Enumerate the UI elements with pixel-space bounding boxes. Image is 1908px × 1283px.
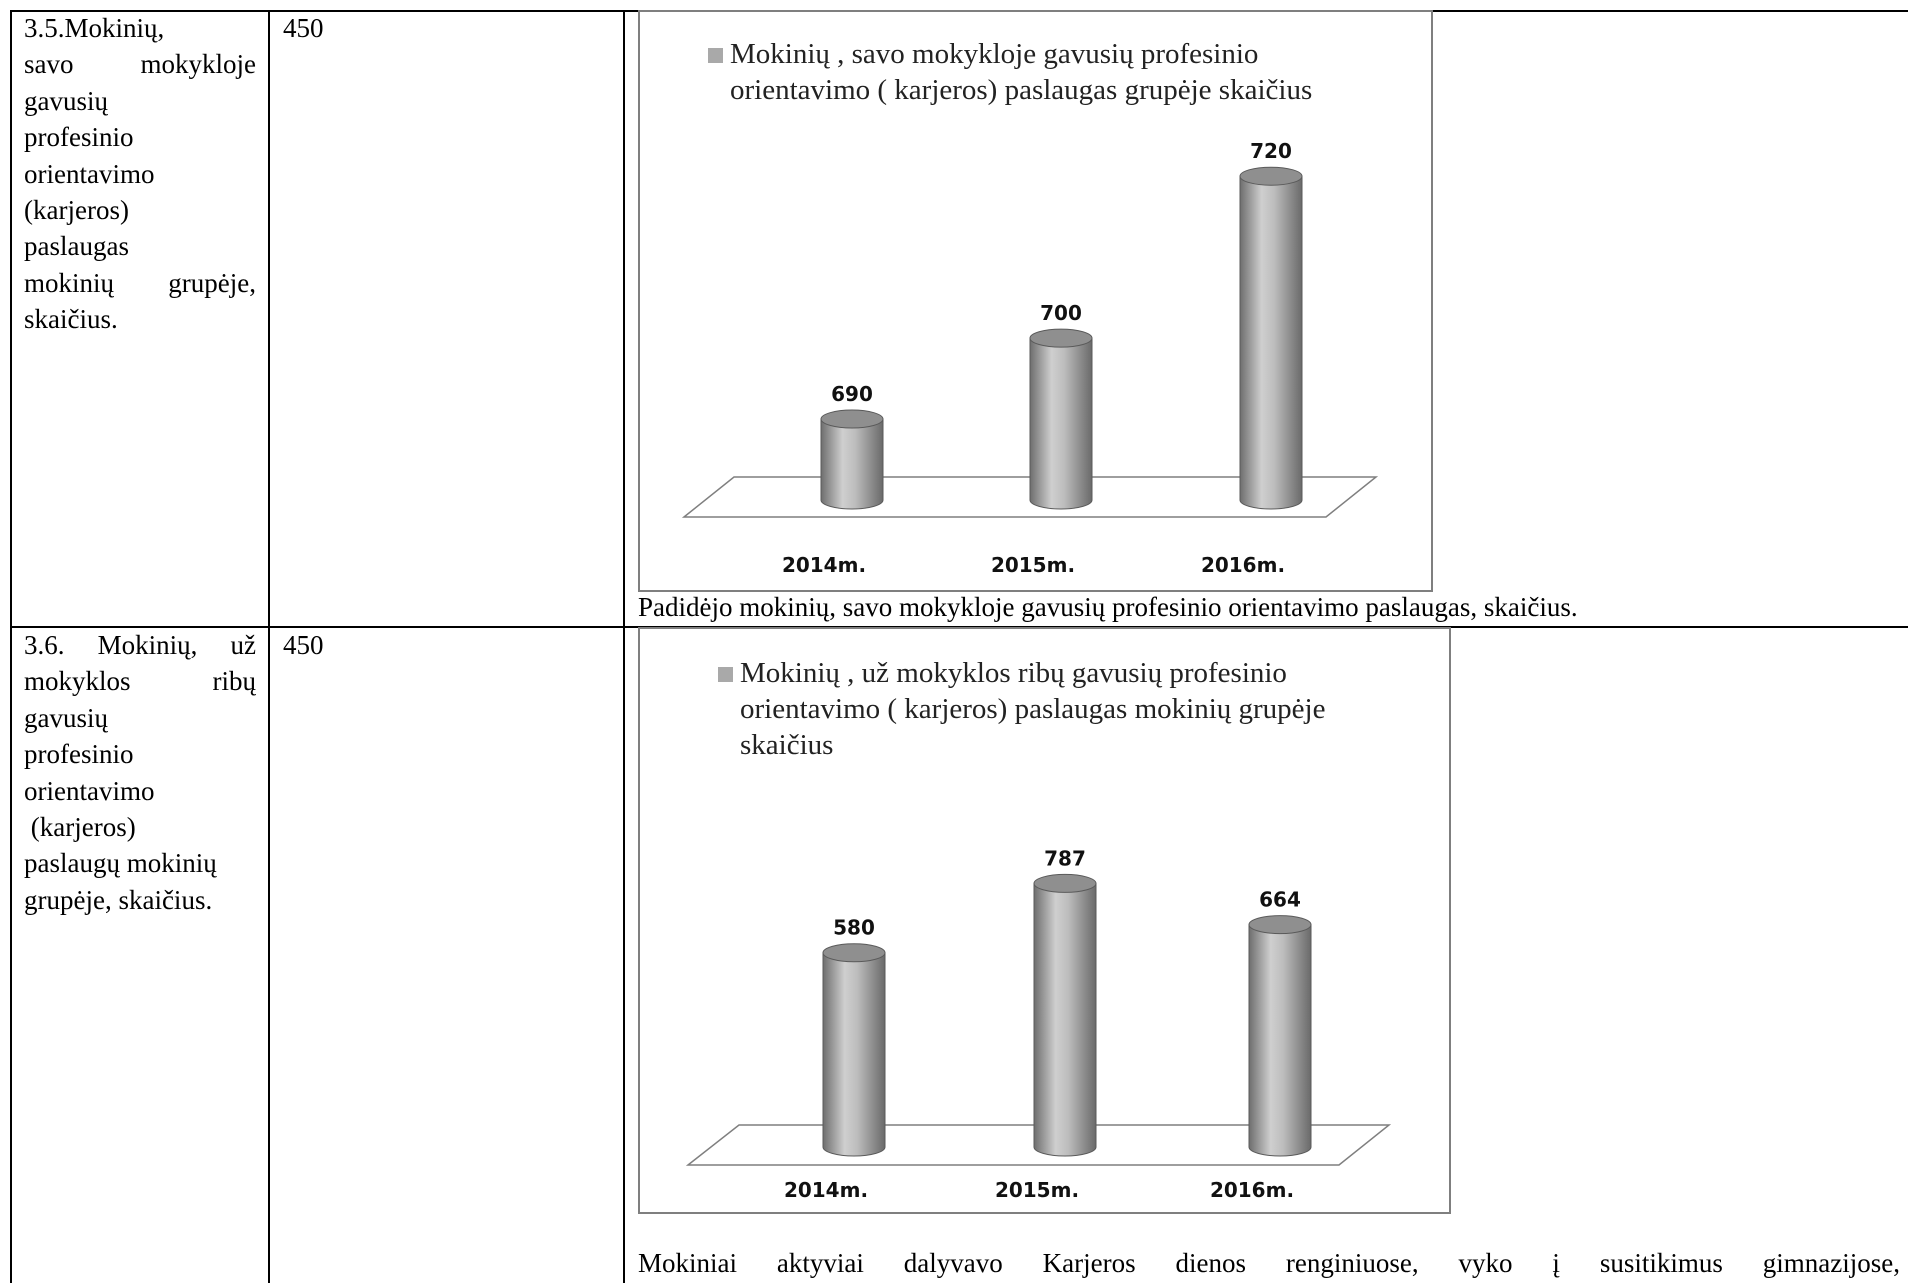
data-label: 580 (833, 916, 875, 940)
indicator-word: savo (24, 49, 74, 80)
caption-word: dienos (1175, 1248, 1247, 1278)
target-value: 450 (283, 13, 324, 43)
chart-floor (685, 1124, 1392, 1166)
indicator-word: už (230, 630, 256, 660)
indicator-word: 3.6. (24, 630, 65, 660)
indicator-line: (karjeros) (24, 195, 129, 226)
table-border-left (10, 10, 12, 1283)
bar-2016m. (1239, 175, 1303, 510)
bar-2016m. (1248, 924, 1312, 1157)
indicator-line: paslaugas (24, 231, 129, 262)
indicator-word: ribų (212, 666, 257, 697)
bar-top (820, 409, 884, 429)
data-label: 690 (831, 382, 873, 406)
chart-legend: Mokinių , savo mokykloje gavusių profesi… (708, 36, 1312, 108)
indicator-word: grupėje, (168, 267, 256, 298)
table-col-divider-1 (268, 10, 270, 1283)
caption-word: aktyviai (776, 1248, 864, 1278)
indicator-line: gavusių (24, 85, 108, 116)
indicator-line: grupėje, skaičius. (24, 884, 213, 915)
category-label: 2014m. (784, 1178, 868, 1202)
indicator-word: mokykloje (140, 49, 257, 80)
indicator-line: profesinio (24, 739, 134, 770)
bar-top (1033, 873, 1097, 893)
indicator-line: savo mokykloje (24, 46, 256, 82)
caption-line: Mokiniai aktyviai dalyvavo Karjeros dienos re… (638, 1246, 1900, 1280)
chart-legend: Mokinių , už mokyklos ribų gavusių profe… (718, 655, 1325, 763)
chart-savo-mokykloje: Mokinių , savo mokykloje gavusių profesi… (638, 10, 1433, 592)
indicator-word: mokinių (24, 267, 115, 298)
category-label: 2016m. (1201, 553, 1285, 577)
caption-word: dalyvavo (903, 1248, 1003, 1278)
category-label: 2016m. (1210, 1178, 1294, 1202)
table-col-divider-2 (623, 10, 625, 1283)
indicator-line: mokyklos ribų (24, 663, 256, 699)
category-label: 2015m. (995, 1178, 1079, 1202)
data-label: 700 (1040, 301, 1082, 325)
chart-plot: 580 2014m. 787 2015m. 664 2016m. (685, 846, 1392, 1202)
indicator-line: profesinio (24, 122, 134, 153)
caption-word: Karjeros (1042, 1248, 1136, 1278)
bar-2014m. (820, 418, 884, 510)
legend-text-line: skaičius (740, 729, 834, 761)
legend-text-line: Mokinių , savo mokykloje gavusių profesi… (730, 38, 1259, 70)
bar-2015m. (1029, 337, 1093, 510)
indicator-line: skaičius. (24, 304, 118, 335)
chart-caption: Mokiniai aktyviai dalyvavo Karjeros dienos re… (638, 1246, 1900, 1280)
indicator-line: 3.6. Mokinių, už (24, 627, 256, 663)
indicator-word: mokyklos (24, 666, 131, 697)
legend-text-line: Mokinių , už mokyklos ribų gavusių profe… (740, 657, 1287, 689)
indicator-line: gavusių (24, 702, 108, 733)
bar-2015m. (1033, 882, 1097, 1157)
bar-top (1239, 166, 1303, 186)
indicator-line: orientavimo (24, 775, 155, 806)
bar-top (822, 943, 886, 963)
chart-plot: 690 2014m. 700 2015m. 720 2016m. (681, 139, 1379, 577)
caption-word: į (1552, 1248, 1560, 1278)
bar-2014m. (822, 952, 886, 1157)
bar-top (1029, 328, 1093, 348)
data-label: 664 (1259, 888, 1301, 912)
caption-word: gimnazijose, (1762, 1248, 1900, 1278)
data-label: 720 (1250, 139, 1292, 163)
indicator-line: (karjeros) (24, 812, 136, 843)
indicator-line: orientavimo (24, 158, 155, 189)
caption-word: Mokiniai (638, 1248, 737, 1278)
caption-word: susitikimus (1599, 1248, 1723, 1278)
chart-uz-mokyklos-ribu: Mokinių , už mokyklos ribų gavusių profe… (638, 627, 1451, 1214)
indicator-cell: 3.6. Mokinių, už mokyklos ribų gavusių prof… (24, 627, 256, 918)
chart-caption: Padidėjo mokinių, savo mokykloje gavusių… (638, 592, 1578, 622)
caption-word: renginiuose, (1285, 1248, 1419, 1278)
indicator-line: 3.5.Mokinių, (24, 13, 165, 43)
indicator-word: Mokinių, (97, 630, 198, 660)
data-label: 787 (1044, 846, 1086, 870)
bar-top (1248, 915, 1312, 935)
indicator-cell: 3.5.Mokinių, savo mokykloje gavusių profe… (24, 10, 256, 338)
legend-swatch (718, 667, 733, 682)
legend-text-line: orientavimo ( karjeros) paslaugas grupėj… (730, 74, 1313, 106)
legend-text-line: orientavimo ( karjeros) paslaugas mokini… (740, 693, 1326, 725)
target-value: 450 (283, 630, 324, 660)
category-label: 2014m. (782, 553, 866, 577)
indicator-line: mokinių grupėje, (24, 265, 256, 301)
category-label: 2015m. (991, 553, 1075, 577)
indicator-line: paslaugų mokinių (24, 848, 217, 879)
legend-swatch (708, 48, 723, 63)
chart-floor (681, 476, 1379, 518)
caption-word: vyko (1458, 1248, 1513, 1278)
